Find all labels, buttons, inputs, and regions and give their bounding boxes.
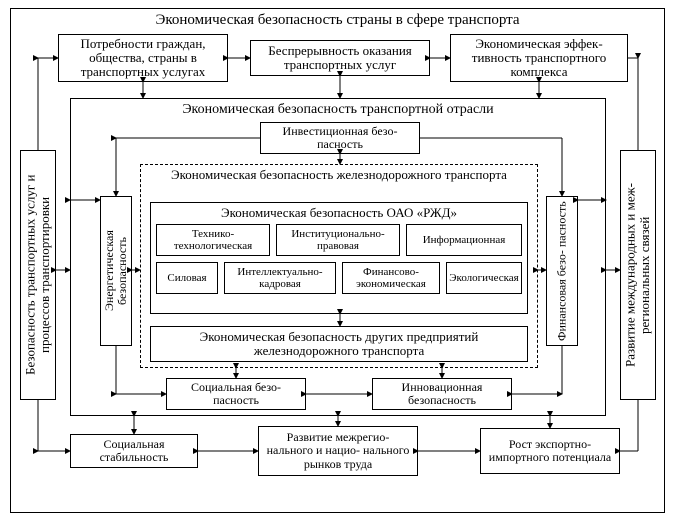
outer-title: Экономическая безопасность страны в сфер… <box>10 12 665 29</box>
box-invest: Инвестиционная безо- пасность <box>260 122 420 154</box>
box-efficiency: Экономическая эффек- тивность транспортн… <box>450 34 628 82</box>
rzd-title: Экономическая безопасность ОАО «РЖД» <box>150 205 528 221</box>
box-finance: Финансовая безо- пасность <box>546 196 578 346</box>
box-continuity: Беспрерывность оказания транспортных усл… <box>250 40 430 76</box>
box-social-sec: Социальная безо- пасность <box>166 378 306 410</box>
box-tech: Технико- технологическая <box>156 224 270 256</box>
box-export: Рост экспортно- импортного потенциала <box>480 428 620 474</box>
box-right-vertical: Развитие международных и меж- региональн… <box>620 150 656 400</box>
box-power: Силовая <box>156 262 218 294</box>
railway-title: Экономическая безопасность железнодорожн… <box>140 168 538 182</box>
industry-title: Экономическая безопасность транспортной … <box>70 102 606 118</box>
box-left-vertical: Безопасность транспортных услуг и процес… <box>20 150 56 400</box>
box-other-rail: Экономическая безопасность других предпр… <box>150 326 528 362</box>
box-needs: Потребности граждан, общества, страны в … <box>58 34 228 82</box>
box-energy: Энергетическая безопасность <box>100 196 132 346</box>
box-intel: Интеллектуально- кадровая <box>224 262 336 294</box>
box-markets: Развитие межрегио- нального и нацио- нал… <box>258 426 418 476</box>
box-innov: Инновационная безопасность <box>372 378 512 410</box>
box-inst: Институционально- правовая <box>276 224 400 256</box>
box-fin: Финансово- экономическая <box>342 262 440 294</box>
box-info: Информационная <box>406 224 522 256</box>
box-eco: Экологическая <box>446 262 522 294</box>
box-stability: Социальная стабильность <box>70 434 198 468</box>
